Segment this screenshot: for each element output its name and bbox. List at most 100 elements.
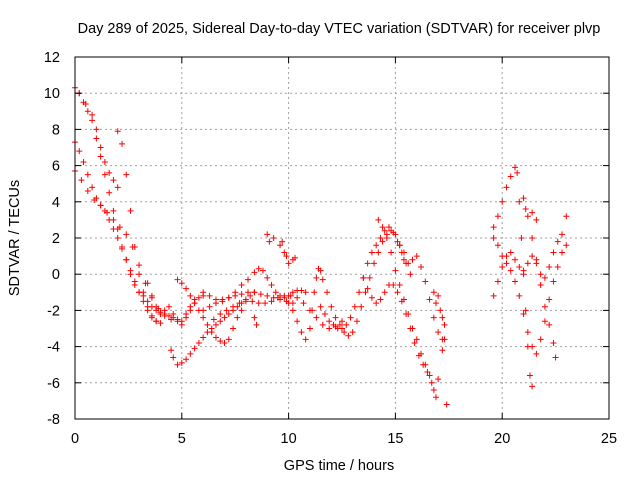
data-point — [400, 256, 407, 263]
data-point — [148, 292, 155, 299]
data-point — [264, 274, 271, 281]
data-point — [526, 372, 533, 379]
data-point — [255, 300, 262, 307]
series-trace-q — [396, 242, 448, 343]
data-point — [144, 280, 151, 287]
series-trace-c — [72, 168, 175, 323]
data-point — [270, 235, 277, 241]
data-point — [89, 111, 96, 118]
data-point — [409, 325, 416, 332]
data-point — [268, 298, 275, 305]
data-point — [533, 216, 540, 223]
data-point — [507, 267, 514, 274]
data-point — [277, 242, 284, 249]
data-point — [439, 347, 446, 354]
data-point — [516, 263, 523, 270]
data-point — [140, 298, 147, 305]
data-point — [277, 296, 284, 303]
data-point — [200, 307, 207, 314]
data-point — [131, 244, 138, 251]
data-point — [219, 296, 226, 303]
data-point — [541, 274, 548, 281]
series-trace-b — [72, 139, 160, 325]
data-point — [317, 267, 324, 274]
data-point — [200, 334, 207, 341]
data-point — [191, 345, 198, 352]
data-point — [247, 292, 254, 299]
data-point — [381, 227, 388, 234]
data-point — [379, 224, 386, 231]
data-point — [104, 209, 111, 216]
data-point — [153, 318, 160, 325]
data-point — [306, 325, 313, 332]
data-point — [426, 296, 433, 303]
data-point — [287, 292, 294, 299]
data-point — [430, 387, 437, 394]
data-point — [118, 245, 125, 252]
series-trace-u — [490, 164, 536, 390]
data-point — [400, 249, 407, 256]
data-point — [321, 311, 328, 318]
data-point — [264, 292, 271, 299]
data-point — [432, 300, 439, 307]
data-point — [114, 128, 121, 135]
data-point — [183, 285, 190, 292]
data-point — [270, 294, 277, 301]
data-point — [225, 311, 232, 318]
y-tick-label: -8 — [47, 412, 60, 428]
data-point — [259, 267, 266, 274]
data-point — [424, 368, 431, 375]
data-point — [339, 325, 345, 332]
x-tick-label: 10 — [281, 431, 297, 447]
data-point — [435, 292, 442, 299]
data-point — [490, 292, 497, 299]
data-point — [347, 314, 354, 321]
data-point — [396, 282, 403, 289]
data-point — [195, 339, 202, 346]
data-point — [221, 339, 228, 346]
data-point — [371, 260, 378, 267]
data-point — [187, 292, 194, 299]
series-trace-o — [360, 274, 431, 375]
data-point — [512, 256, 519, 263]
data-point — [178, 280, 185, 287]
data-point — [110, 207, 117, 214]
data-point — [212, 321, 219, 328]
data-point — [234, 314, 241, 321]
data-point — [394, 238, 401, 245]
data-point — [251, 289, 258, 296]
data-point — [89, 117, 96, 124]
data-point — [127, 267, 134, 274]
data-point — [302, 336, 309, 343]
data-point — [341, 329, 348, 336]
data-point — [343, 321, 350, 328]
data-point — [300, 300, 307, 307]
data-point — [174, 361, 181, 368]
data-point — [518, 235, 525, 241]
data-point — [413, 336, 420, 343]
data-point — [118, 140, 125, 147]
data-point — [206, 292, 213, 299]
data-point — [84, 187, 91, 194]
series-trace-d — [76, 90, 121, 191]
data-point — [174, 318, 181, 325]
data-point — [516, 198, 523, 205]
data-point — [418, 350, 425, 357]
data-point — [336, 321, 343, 328]
series-trace-v — [520, 195, 559, 361]
data-point — [377, 296, 384, 303]
data-point — [298, 287, 305, 294]
data-point — [533, 350, 540, 357]
data-point — [524, 343, 531, 350]
data-point — [212, 334, 219, 341]
data-point — [249, 298, 256, 305]
data-point — [136, 271, 143, 278]
data-point — [351, 303, 358, 310]
x-tick-labels: 0 5 10 15 20 25 — [71, 431, 617, 447]
data-point — [400, 296, 407, 303]
data-point — [174, 276, 181, 283]
data-point — [437, 307, 444, 314]
data-point — [563, 242, 570, 249]
data-point — [441, 336, 448, 343]
data-point — [554, 238, 561, 245]
